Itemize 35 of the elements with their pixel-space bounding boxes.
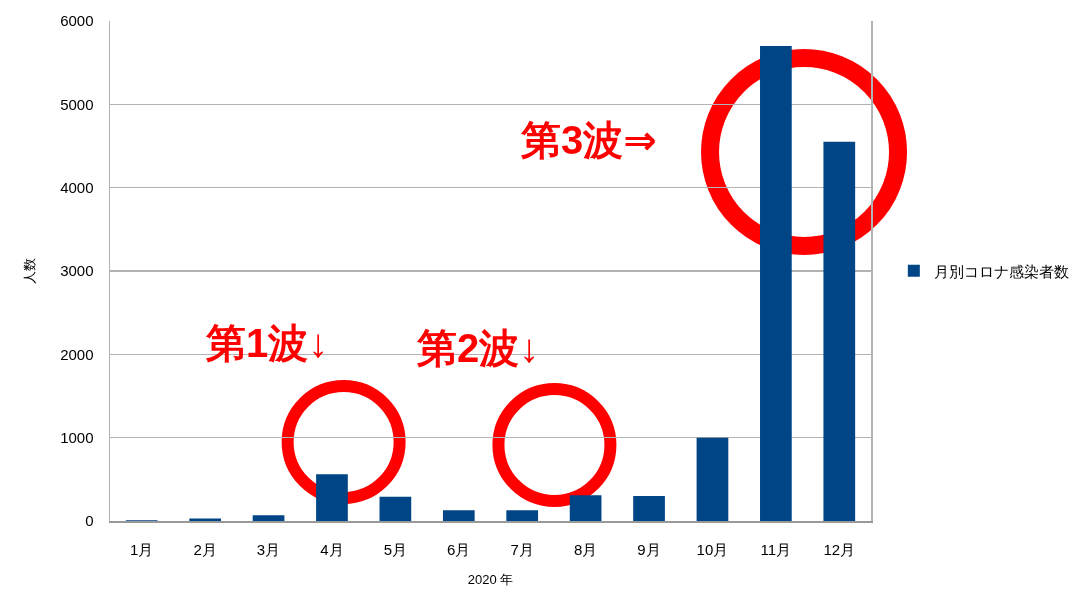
- x-tick-label: 2月: [193, 541, 217, 558]
- annotation: 第2波↓: [416, 326, 540, 370]
- x-axis-title: 2020 年: [467, 572, 514, 588]
- x-tick-label: 12月: [823, 541, 856, 558]
- bar: [569, 495, 602, 521]
- y-tick-label: 0: [85, 512, 94, 530]
- annotation: 第1波↓: [205, 321, 329, 365]
- y-tick-label: 4000: [60, 178, 94, 196]
- bar: [442, 510, 475, 521]
- x-tick-label: 1月: [130, 541, 154, 558]
- x-tick-label: 11月: [760, 541, 792, 558]
- bar: [760, 46, 792, 521]
- bar: [316, 474, 348, 521]
- y-tick-label: 3000: [60, 262, 94, 280]
- y-tick-label: 5000: [60, 95, 94, 113]
- x-tick-label: 3月: [256, 541, 281, 558]
- bar: [823, 141, 856, 521]
- x-tick-label: 6月: [447, 541, 471, 558]
- bar: [379, 496, 412, 521]
- y-tick-label: 2000: [60, 345, 94, 363]
- bar: [506, 510, 539, 521]
- annotation: 第3波⇒: [520, 118, 657, 162]
- x-tick-label: 7月: [510, 541, 534, 558]
- x-tick-label: 10月: [696, 541, 729, 558]
- x-tick-label: 8月: [573, 541, 598, 558]
- y-tick-label: 6000: [60, 12, 94, 30]
- bar: [252, 515, 285, 521]
- x-tick-label: 4月: [320, 541, 344, 558]
- y-tick-label: 1000: [60, 428, 94, 446]
- y-axis-title: 人数: [22, 258, 38, 284]
- legend-label: 月別コロナ感染者数: [933, 262, 1069, 280]
- x-tick-label: 5月: [383, 541, 408, 558]
- bar: [633, 496, 665, 521]
- bar: [696, 437, 729, 521]
- x-tick-label: 9月: [637, 541, 661, 558]
